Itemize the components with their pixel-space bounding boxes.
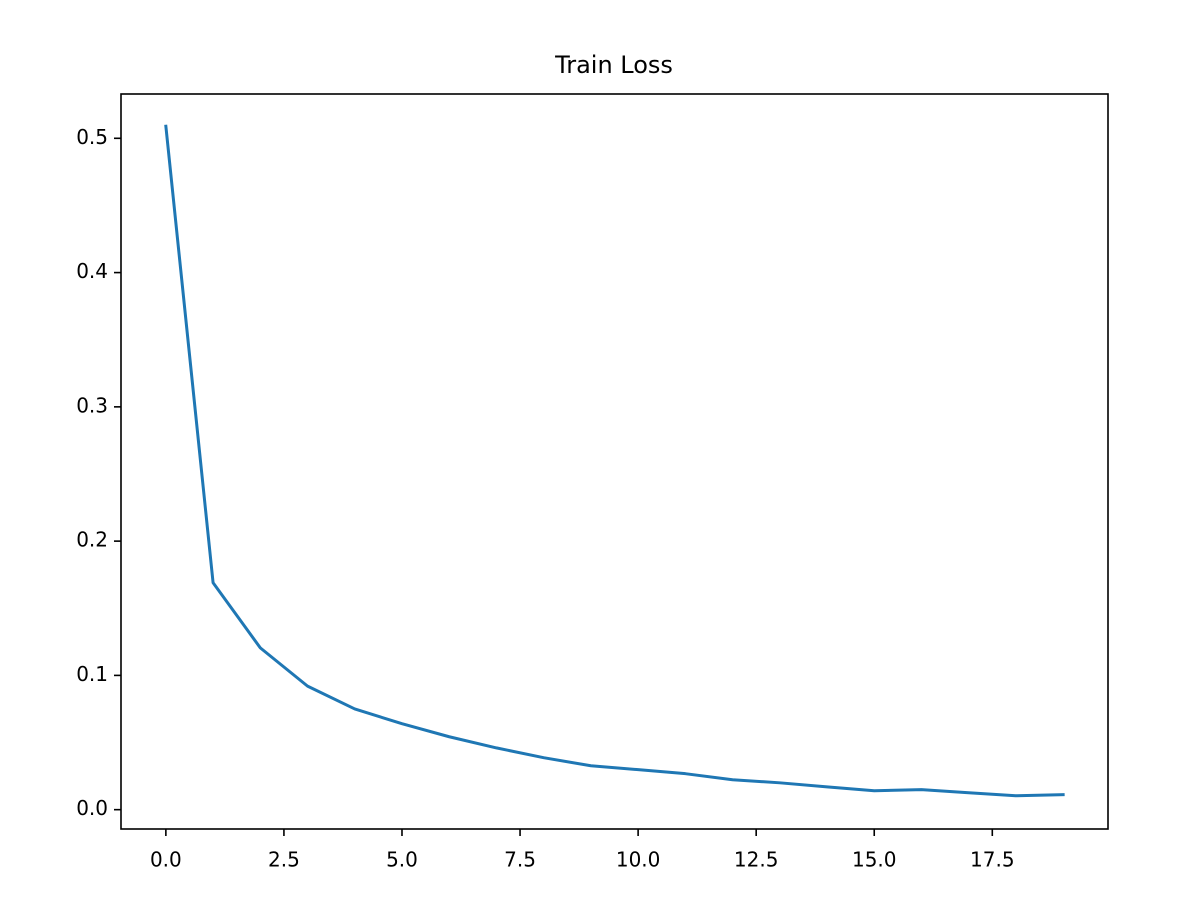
plot-frame: [120, 93, 1109, 830]
y-tick-label: 0.1: [76, 662, 108, 686]
x-tick-label: 12.5: [734, 848, 779, 872]
x-tick-label: 5.0: [386, 848, 418, 872]
x-tick-label: 7.5: [504, 848, 536, 872]
loss-line: [164, 124, 1065, 798]
y-tick-label: 0.4: [76, 259, 108, 283]
y-tick-label: 0.2: [76, 528, 108, 552]
x-tick-label: 2.5: [268, 848, 300, 872]
x-tick-label: 0.0: [150, 848, 182, 872]
y-tick-label: 0.3: [76, 393, 108, 417]
x-tick-label: 10.0: [616, 848, 661, 872]
y-tick-label: 0.0: [76, 796, 108, 820]
x-tick-label: 17.5: [970, 848, 1015, 872]
chart-title: Train Loss: [554, 51, 673, 79]
x-tick-label: 15.0: [852, 848, 897, 872]
y-tick-label: 0.5: [76, 125, 108, 149]
